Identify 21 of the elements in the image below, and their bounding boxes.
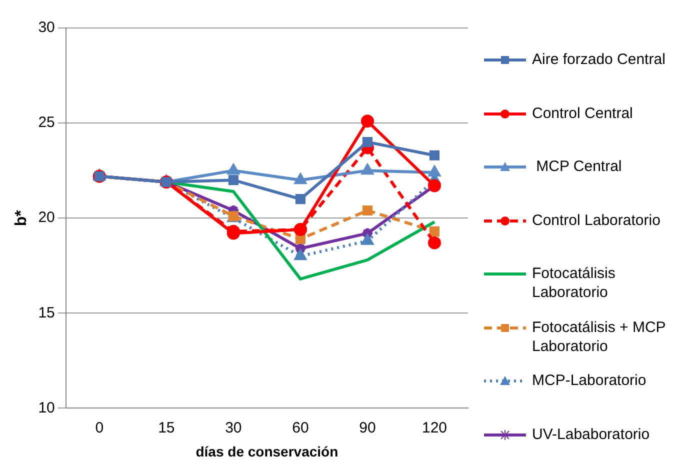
y-tick-label: 10 xyxy=(38,399,55,416)
legend-label: Control Central xyxy=(532,104,633,122)
legend-label: MCP-Laboratorio xyxy=(532,371,646,390)
legend-label: UV-Lababoratorio xyxy=(532,424,650,444)
x-tick-label: 90 xyxy=(359,419,376,436)
legend-label: Control Laboratorio xyxy=(532,210,660,230)
y-tick-label: 25 xyxy=(38,114,55,132)
y-axis-title: b* xyxy=(13,209,30,226)
legend-label: Fotocatálisis Laboratorio xyxy=(532,264,616,302)
legend-label: Aire forzado Central xyxy=(532,50,666,69)
y-tick-label: 15 xyxy=(38,304,55,322)
x-tick-label: 120 xyxy=(422,419,448,436)
legend-label: MCP Central xyxy=(535,157,622,176)
x-axis-title: días de conservación xyxy=(196,443,338,460)
x-tick-label: 0 xyxy=(95,419,104,436)
legend-label: Fotocatálisis + MCP Laboratorio xyxy=(532,318,667,356)
x-tick-label: 60 xyxy=(292,419,309,436)
y-tick-label: 20 xyxy=(38,209,55,226)
y-tick-label: 30 xyxy=(38,19,55,36)
x-tick-label: 15 xyxy=(158,419,175,436)
x-tick-label: 30 xyxy=(225,419,242,436)
